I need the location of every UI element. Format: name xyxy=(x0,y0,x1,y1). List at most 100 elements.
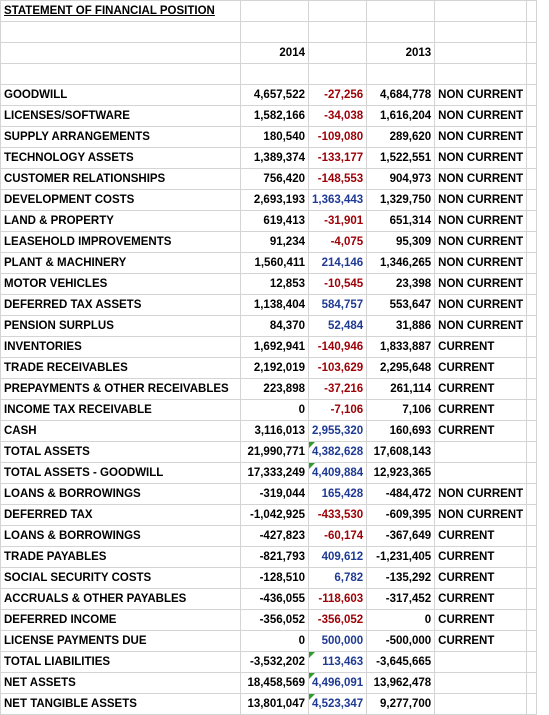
row-label-cell[interactable]: DEFERRED TAX ASSETS xyxy=(0,294,241,316)
classification-cell[interactable]: NON CURRENT xyxy=(434,126,528,148)
value-2014-cell[interactable]: 1,138,404 xyxy=(240,294,309,316)
value-2013-cell[interactable]: 1,522,551 xyxy=(366,147,436,169)
value-2014-cell[interactable]: 0 xyxy=(240,399,309,421)
empty-cell[interactable] xyxy=(526,63,538,85)
value-2014-cell[interactable]: 2,693,193 xyxy=(240,189,309,211)
empty-cell[interactable] xyxy=(307,21,368,43)
value-2014-cell[interactable]: 13,801,047 xyxy=(240,693,309,715)
value-2014-cell[interactable]: 1,582,166 xyxy=(240,105,309,127)
empty-cell[interactable] xyxy=(526,21,538,43)
row-label-cell[interactable]: TECHNOLOGY ASSETS xyxy=(0,147,241,169)
classification-cell[interactable] xyxy=(434,672,528,694)
empty-cell[interactable] xyxy=(526,189,538,211)
value-2014-cell[interactable]: 0 xyxy=(240,630,309,652)
row-label-cell[interactable]: DEFERRED INCOME xyxy=(0,609,241,631)
value-2014-cell[interactable]: 1,692,941 xyxy=(240,336,309,358)
change-cell[interactable]: 165,428 xyxy=(307,483,368,505)
classification-cell[interactable]: CURRENT xyxy=(434,630,528,652)
change-cell[interactable]: 1,363,443 xyxy=(307,189,368,211)
empty-cell[interactable] xyxy=(526,126,538,148)
change-cell[interactable]: 6,782 xyxy=(307,567,368,589)
empty-cell[interactable] xyxy=(307,0,368,22)
empty-cell[interactable] xyxy=(526,462,538,484)
change-cell[interactable]: -7,106 xyxy=(307,399,368,421)
row-label-cell[interactable]: MOTOR VEHICLES xyxy=(0,273,241,295)
value-2013-cell[interactable]: 1,616,204 xyxy=(366,105,436,127)
value-2013-cell[interactable]: 7,106 xyxy=(366,399,436,421)
value-2013-cell[interactable]: -484,472 xyxy=(366,483,436,505)
empty-cell[interactable] xyxy=(526,651,538,673)
change-cell[interactable]: 4,523,347 xyxy=(307,693,368,715)
value-2014-cell[interactable]: 619,413 xyxy=(240,210,309,232)
value-2014-cell[interactable]: 3,116,013 xyxy=(240,420,309,442)
classification-cell[interactable]: CURRENT xyxy=(434,378,528,400)
empty-cell[interactable] xyxy=(366,0,436,22)
value-2013-cell[interactable]: -367,649 xyxy=(366,525,436,547)
value-2014-cell[interactable]: -821,793 xyxy=(240,546,309,568)
value-2013-cell[interactable]: 17,608,143 xyxy=(366,441,436,463)
empty-cell[interactable] xyxy=(526,210,538,232)
empty-cell[interactable] xyxy=(526,546,538,568)
empty-cell[interactable] xyxy=(526,42,538,64)
change-cell[interactable]: -118,603 xyxy=(307,588,368,610)
classification-cell[interactable]: NON CURRENT xyxy=(434,483,528,505)
value-2013-cell[interactable]: -500,000 xyxy=(366,630,436,652)
value-2014-cell[interactable]: 91,234 xyxy=(240,231,309,253)
empty-cell[interactable] xyxy=(526,609,538,631)
empty-cell[interactable] xyxy=(526,105,538,127)
value-2014-cell[interactable]: -3,532,202 xyxy=(240,651,309,673)
empty-cell[interactable] xyxy=(526,252,538,274)
value-2013-cell[interactable]: 23,398 xyxy=(366,273,436,295)
value-2013-cell[interactable]: 904,973 xyxy=(366,168,436,190)
value-2014-cell[interactable]: 1,389,374 xyxy=(240,147,309,169)
value-2014-cell[interactable]: 2,192,019 xyxy=(240,357,309,379)
empty-cell[interactable] xyxy=(526,441,538,463)
row-label-cell[interactable]: INCOME TAX RECEIVABLE xyxy=(0,399,241,421)
value-2013-cell[interactable]: 553,647 xyxy=(366,294,436,316)
value-2013-cell[interactable]: -609,395 xyxy=(366,504,436,526)
row-label-cell[interactable]: LAND & PROPERTY xyxy=(0,210,241,232)
row-label-cell[interactable]: PLANT & MACHINERY xyxy=(0,252,241,274)
row-label-cell[interactable]: PENSION SURPLUS xyxy=(0,315,241,337)
row-label-cell[interactable]: INVENTORIES xyxy=(0,336,241,358)
value-2014-cell[interactable]: 21,990,771 xyxy=(240,441,309,463)
row-label-cell[interactable]: LICENSES/SOFTWARE xyxy=(0,105,241,127)
row-label-cell[interactable]: TOTAL ASSETS - GOODWILL xyxy=(0,462,241,484)
change-cell[interactable]: -37,216 xyxy=(307,378,368,400)
change-cell[interactable]: 52,484 xyxy=(307,315,368,337)
row-label-cell[interactable]: LICENSE PAYMENTS DUE xyxy=(0,630,241,652)
empty-cell[interactable] xyxy=(526,336,538,358)
value-2013-cell[interactable]: -317,452 xyxy=(366,588,436,610)
value-2014-cell[interactable]: -128,510 xyxy=(240,567,309,589)
value-2013-cell[interactable]: 2,295,648 xyxy=(366,357,436,379)
empty-cell[interactable] xyxy=(526,0,538,22)
row-label-cell[interactable]: DEFERRED TAX xyxy=(0,504,241,526)
row-label-cell[interactable]: TOTAL LIABILITIES xyxy=(0,651,241,673)
classification-cell[interactable]: NON CURRENT xyxy=(434,105,528,127)
value-2014-cell[interactable]: -436,055 xyxy=(240,588,309,610)
change-cell[interactable]: -31,901 xyxy=(307,210,368,232)
value-2014-cell[interactable]: 223,898 xyxy=(240,378,309,400)
value-2014-cell[interactable]: -356,052 xyxy=(240,609,309,631)
value-2014-cell[interactable]: -427,823 xyxy=(240,525,309,547)
empty-cell[interactable] xyxy=(526,315,538,337)
classification-cell[interactable]: CURRENT xyxy=(434,420,528,442)
empty-cell[interactable] xyxy=(526,147,538,169)
empty-cell[interactable] xyxy=(366,21,436,43)
empty-cell[interactable] xyxy=(526,630,538,652)
classification-cell[interactable]: NON CURRENT xyxy=(434,252,528,274)
change-cell[interactable]: 500,000 xyxy=(307,630,368,652)
row-label-cell[interactable]: LOANS & BORROWINGS xyxy=(0,483,241,505)
change-cell[interactable]: -433,530 xyxy=(307,504,368,526)
empty-cell[interactable] xyxy=(366,63,436,85)
row-label-cell[interactable]: GOODWILL xyxy=(0,84,241,106)
value-2014-cell[interactable]: 18,458,569 xyxy=(240,672,309,694)
classification-cell[interactable]: NON CURRENT xyxy=(434,189,528,211)
classification-cell[interactable]: NON CURRENT xyxy=(434,315,528,337)
value-2013-cell[interactable]: 261,114 xyxy=(366,378,436,400)
value-2013-cell[interactable]: 12,923,365 xyxy=(366,462,436,484)
value-2013-cell[interactable]: 13,962,478 xyxy=(366,672,436,694)
empty-cell[interactable] xyxy=(526,525,538,547)
change-cell[interactable]: -27,256 xyxy=(307,84,368,106)
change-cell[interactable]: 4,496,091 xyxy=(307,672,368,694)
